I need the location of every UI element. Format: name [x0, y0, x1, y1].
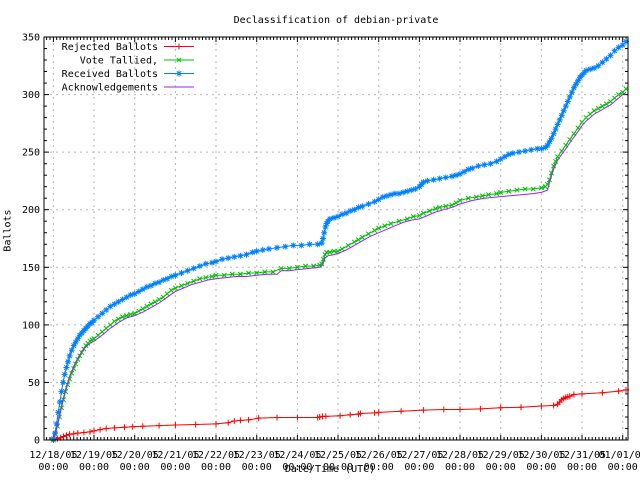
y-tick-label: 200	[22, 205, 40, 216]
x-tick-time: 00:00	[201, 462, 231, 473]
x-tick-date: 12/26/05	[355, 450, 403, 461]
x-tick-date: 12/23/05	[233, 450, 281, 461]
x-tick-date: 12/22/05	[192, 450, 240, 461]
plot-border	[43, 36, 629, 441]
y-tick-label: 0	[34, 436, 40, 447]
rejected-ballots-markers	[50, 386, 629, 443]
y-tick-label: 50	[28, 378, 40, 389]
x-tick-time: 00:00	[242, 462, 272, 473]
gridlines	[44, 36, 628, 441]
x-tick-time: 00:00	[160, 462, 190, 473]
x-tick-time: 00:00	[282, 462, 312, 473]
x-tick-date: 12/19/05	[70, 450, 118, 461]
acknowledgements-line	[52, 91, 627, 441]
x-tick-date: 12/31/05	[558, 450, 606, 461]
x-tick-date: 12/24/05	[273, 450, 321, 461]
x-tick-time: 00:00	[79, 462, 109, 473]
x-tick-time: 00:00	[567, 462, 597, 473]
x-axis-label: Date/Time (UTC)	[284, 464, 376, 475]
x-tick-time: 00:00	[404, 462, 434, 473]
y-tick-label: 350	[22, 33, 40, 44]
x-tick-date: 12/21/05	[151, 450, 199, 461]
legend-cross-icon	[176, 57, 182, 63]
x-tick-time: 00:00	[38, 462, 68, 473]
x-tick-time: 00:00	[445, 462, 475, 473]
x-tick-date: 12/20/05	[111, 450, 159, 461]
legend-item-vote-tallied: Vote Tallied,	[80, 56, 194, 67]
y-tick-labels: 0 50 100 150 200 250 300 350	[22, 33, 40, 447]
x-tick-date: 12/28/05	[436, 450, 484, 461]
series-rejected-ballots	[50, 386, 629, 443]
legend-label: Received Ballots	[62, 69, 158, 80]
legend-label: Vote Tallied,	[80, 56, 158, 67]
x-tick-date: 12/25/05	[314, 450, 362, 461]
x-tick-date: 01/01/06	[599, 450, 640, 461]
y-tick-label: 300	[22, 90, 40, 101]
received-ballots-markers	[50, 38, 629, 442]
legend-label: Acknowledgements	[62, 83, 158, 94]
axis-ticks	[44, 36, 628, 441]
x-tick-time: 00:00	[323, 462, 353, 473]
x-tick-date: 12/18/05	[29, 450, 77, 461]
x-tick-time: 00:00	[526, 462, 556, 473]
y-tick-label: 250	[22, 148, 40, 159]
series-received-ballots	[50, 38, 629, 442]
chart-title: Declassification of debian-private	[233, 15, 439, 26]
x-tick-time: 00:00	[486, 462, 516, 473]
y-tick-label: 150	[22, 263, 40, 274]
legend-asterisk-icon	[176, 70, 182, 77]
x-tick-time: 00:00	[608, 462, 638, 473]
x-tick-date: 12/30/05	[517, 450, 565, 461]
legend-item-received-ballots: Received Ballots	[62, 69, 194, 80]
x-tick-time: 00:00	[364, 462, 394, 473]
legend-plus-icon	[176, 43, 182, 50]
legend: Rejected Ballots Vote Tallied, Received Ba…	[62, 42, 194, 94]
x-tick-date: 12/29/05	[477, 450, 525, 461]
legend-item-acknowledgements: Acknowledgements	[62, 83, 194, 94]
legend-item-rejected-ballots: Rejected Ballots	[62, 42, 194, 53]
x-tick-date: 12/27/05	[395, 450, 443, 461]
x-tick-time: 00:00	[120, 462, 150, 473]
series-acknowledgements	[52, 91, 627, 441]
legend-label: Rejected Ballots	[62, 42, 158, 53]
received-ballots-line	[52, 41, 627, 439]
vote-tallied-line	[52, 88, 627, 441]
y-tick-label: 100	[22, 320, 40, 331]
x-tick-labels: 12/18/0500:0012/19/0500:0012/20/0500:001…	[29, 450, 640, 473]
